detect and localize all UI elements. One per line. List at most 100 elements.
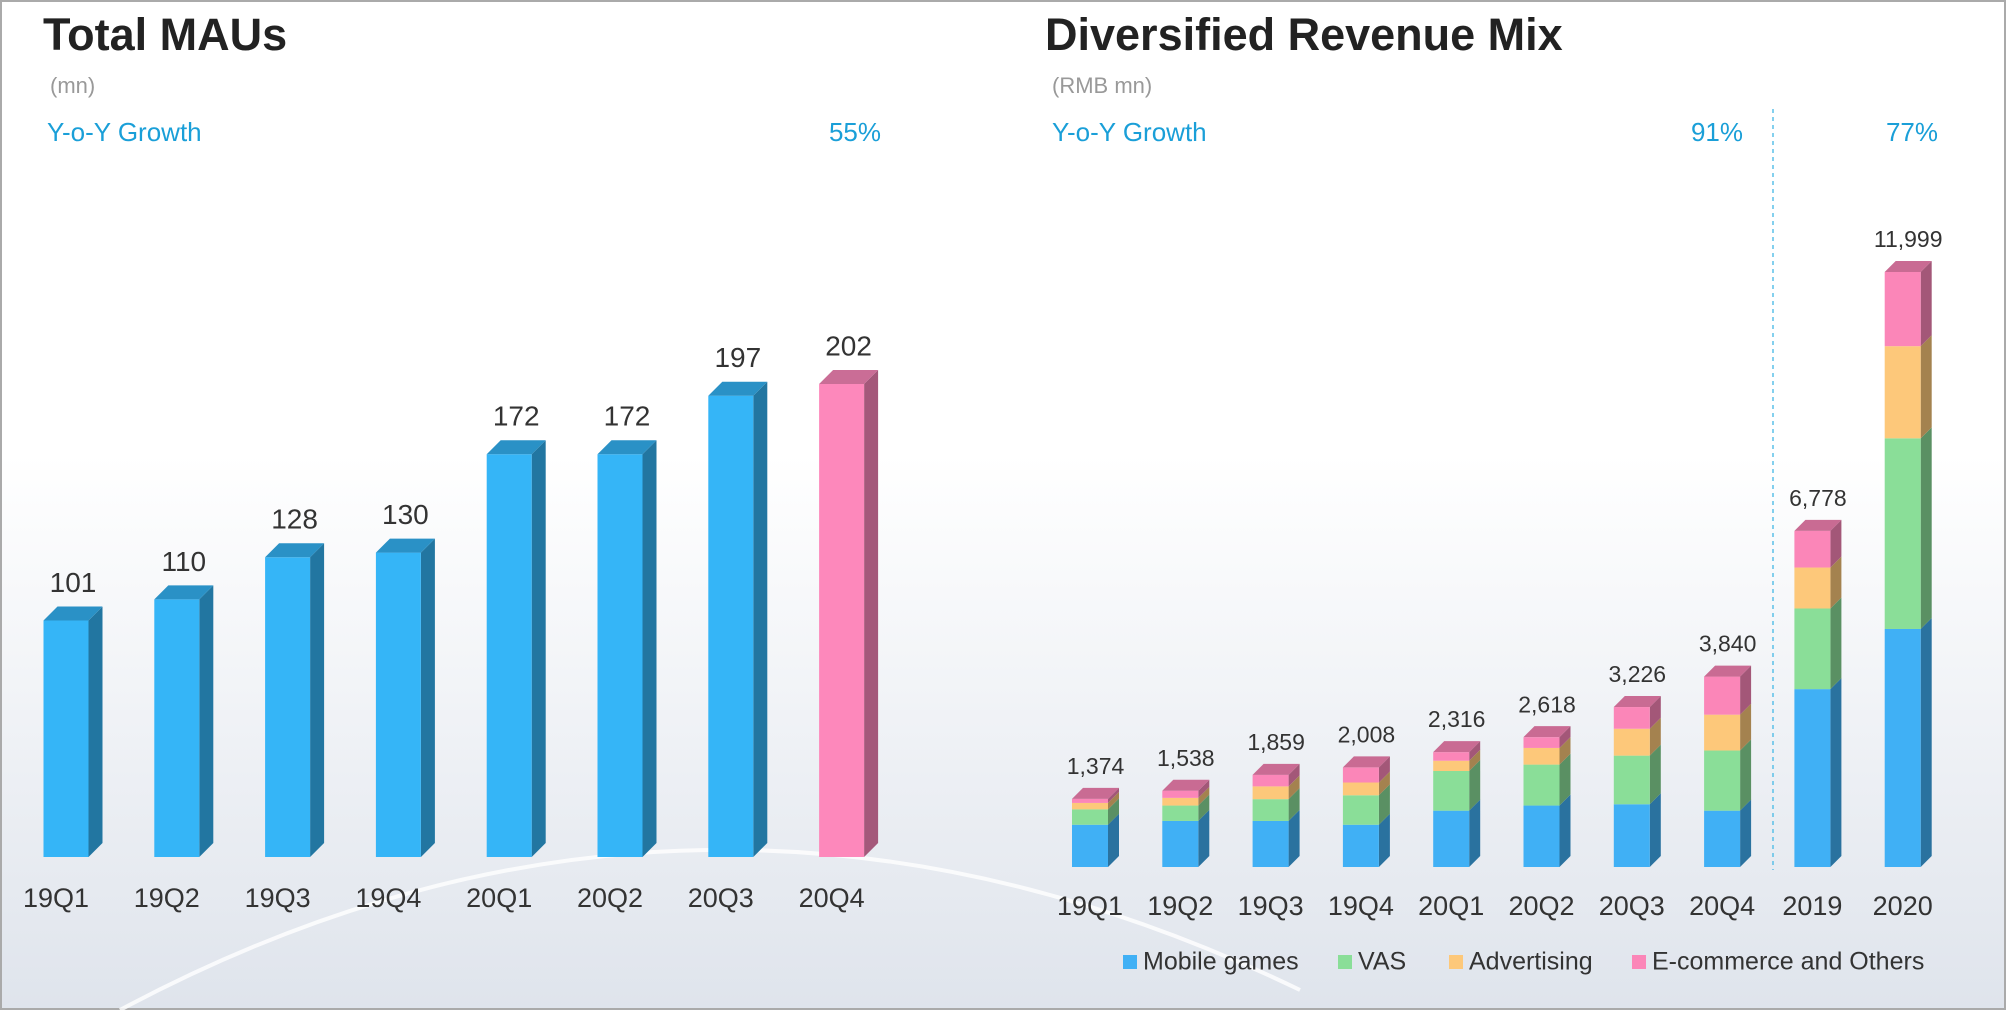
bar: [1072, 824, 1108, 867]
bar-side: [1469, 741, 1481, 761]
bar-top: [1704, 665, 1752, 677]
bar: [819, 384, 865, 857]
bar-side: [1559, 726, 1571, 748]
x-tick-label: 20Q4: [799, 883, 865, 913]
x-tick-label: 20Q2: [577, 883, 643, 913]
x-tick-label: 20Q1: [1418, 891, 1484, 921]
legend-label: VAS: [1358, 948, 1406, 976]
bar-side: [1108, 787, 1119, 803]
bar-side: [1649, 696, 1661, 729]
bar-side: [1649, 793, 1661, 867]
bar: [1884, 628, 1921, 867]
value-label: 101: [50, 567, 97, 598]
bar-top: [1252, 763, 1300, 775]
bar-side: [199, 585, 214, 857]
bar-top: [708, 381, 768, 396]
bar: [1613, 728, 1650, 756]
bar: [1072, 798, 1108, 803]
bar: [1072, 809, 1108, 825]
bar: [154, 599, 200, 857]
bar: [1433, 752, 1470, 761]
bar-side: [420, 538, 435, 857]
bar-side: [310, 543, 325, 857]
bar-side: [1920, 427, 1932, 629]
bar-side: [1378, 784, 1390, 825]
bar: [1613, 707, 1650, 729]
bar-side: [1108, 813, 1119, 867]
bar-top: [154, 585, 214, 600]
bar-side: [1649, 744, 1661, 805]
bar-side: [1920, 261, 1932, 347]
bar-top: [486, 440, 546, 455]
bar: [486, 454, 532, 857]
bar-side: [1559, 736, 1571, 765]
x-tick-label: 20Q3: [688, 883, 754, 913]
chart-subtitle: (mn): [50, 73, 95, 98]
bar-side: [1920, 335, 1932, 439]
bar-top: [819, 370, 879, 384]
bar: [375, 552, 421, 857]
bar: [1794, 689, 1831, 867]
bar-top: [1433, 741, 1481, 753]
bar-side: [1830, 556, 1842, 609]
total-label: 1,859: [1247, 729, 1305, 755]
bar-side: [1378, 756, 1390, 783]
growth-value: 55%: [829, 117, 881, 147]
bar-side: [1288, 788, 1300, 821]
x-tick-label: 19Q2: [134, 883, 200, 913]
x-tick-label: 19Q1: [1057, 891, 1123, 921]
bar: [1704, 714, 1741, 751]
bar: [265, 557, 311, 857]
total-label: 1,538: [1157, 745, 1215, 771]
bar-side: [1198, 809, 1210, 867]
bar-side: [642, 440, 657, 857]
value-label: 130: [382, 499, 429, 530]
total-label: 3,226: [1609, 661, 1667, 687]
bar-top: [1072, 787, 1119, 799]
bar: [1884, 438, 1921, 629]
bar: [43, 620, 89, 857]
bar: [1072, 802, 1108, 810]
bar-side: [531, 440, 546, 857]
bar: [1794, 567, 1831, 609]
growth-value: 77%: [1886, 117, 1938, 147]
bar: [1704, 810, 1741, 867]
value-label: 128: [271, 504, 318, 535]
bar: [1613, 755, 1650, 805]
x-tick-label: 19Q3: [245, 883, 311, 913]
bar-side: [1108, 798, 1119, 825]
bar-side: [1920, 617, 1932, 867]
bar: [1162, 820, 1199, 867]
value-label: 172: [493, 401, 540, 432]
bar: [1794, 530, 1831, 568]
bar: [1342, 824, 1379, 867]
bar-top: [1794, 519, 1842, 531]
chart-subtitle: (RMB mn): [1052, 73, 1152, 98]
x-tick-label: 19Q4: [1328, 891, 1394, 921]
bar-top: [375, 538, 435, 553]
chart-title: Diversified Revenue Mix: [1045, 9, 1563, 60]
bar-side: [1559, 753, 1571, 806]
total-label: 1,374: [1067, 753, 1125, 779]
bar: [1433, 770, 1470, 811]
bar: [1162, 797, 1199, 806]
bar: [1162, 805, 1199, 821]
bar: [1523, 805, 1560, 867]
total-label: 2,008: [1338, 722, 1396, 748]
x-tick-label: 19Q1: [23, 883, 89, 913]
bar: [1252, 799, 1289, 821]
bar-top: [597, 440, 657, 455]
x-tick-label: 19Q2: [1147, 891, 1213, 921]
legend-swatch: [1632, 955, 1646, 969]
bar: [1252, 774, 1289, 787]
x-tick-label: 19Q4: [355, 883, 421, 913]
bar-side: [1108, 791, 1119, 810]
bar-side: [1288, 775, 1300, 800]
bar: [1433, 810, 1470, 867]
bar-side: [1469, 749, 1481, 771]
x-tick-label: 20Q4: [1689, 891, 1755, 921]
legend-label: Advertising: [1469, 948, 1593, 976]
x-tick-label: 19Q3: [1238, 891, 1304, 921]
bar-side: [1288, 763, 1300, 787]
